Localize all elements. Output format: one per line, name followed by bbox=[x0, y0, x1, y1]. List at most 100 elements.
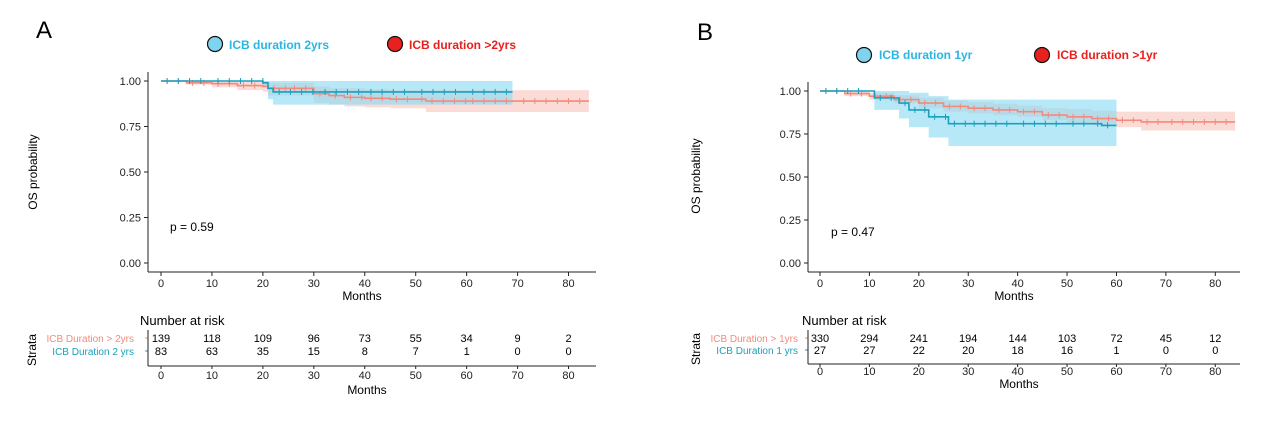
survival-curve-0 bbox=[161, 80, 589, 102]
risk-table-title: Number at risk bbox=[140, 313, 225, 328]
risk-count: 330 bbox=[811, 333, 829, 345]
legend-marker-1 bbox=[386, 35, 404, 53]
y-tick-label: 1.00 bbox=[120, 76, 141, 88]
risk-table-title: Number at risk bbox=[802, 313, 887, 328]
risk-count: 294 bbox=[860, 333, 878, 345]
risk-count: 7 bbox=[413, 346, 419, 358]
risk-x-tick-label: 10 bbox=[206, 370, 218, 382]
risk-count: 1 bbox=[1113, 345, 1119, 357]
x-tick-label: 80 bbox=[1209, 278, 1221, 290]
risk-x-tick-label: 20 bbox=[257, 370, 269, 382]
x-tick-label: 70 bbox=[511, 278, 523, 290]
y-tick-label: 0.75 bbox=[120, 122, 141, 134]
risk-count: 22 bbox=[913, 345, 925, 357]
risk-count: 0 bbox=[565, 346, 571, 358]
risk-count: 15 bbox=[308, 346, 320, 358]
x-tick-label: 50 bbox=[1061, 278, 1073, 290]
y-tick-label: 0.25 bbox=[780, 215, 801, 227]
x-tick-label: 40 bbox=[1012, 278, 1024, 290]
legend-marker-0 bbox=[855, 46, 873, 64]
p-value: p = 0.47 bbox=[831, 225, 875, 239]
risk-count: 103 bbox=[1058, 333, 1076, 345]
risk-x-tick-label: 40 bbox=[1012, 366, 1024, 378]
risk-count: 139 bbox=[152, 333, 170, 345]
risk-count: 20 bbox=[962, 345, 974, 357]
risk-count: 63 bbox=[206, 346, 218, 358]
y-tick-label: 1.00 bbox=[780, 86, 801, 98]
risk-count: 83 bbox=[155, 346, 167, 358]
risk-count: 96 bbox=[308, 333, 320, 345]
y-tick-label: 0.00 bbox=[780, 258, 801, 270]
legend-label-0: ICB duration 2yrs bbox=[229, 38, 329, 52]
risk-x-tick-label: 60 bbox=[1110, 366, 1122, 378]
legend-label-1: ICB duration >1yr bbox=[1057, 48, 1158, 62]
risk-count: 55 bbox=[410, 333, 422, 345]
risk-count: 194 bbox=[959, 333, 977, 345]
x-tick-label: 50 bbox=[410, 278, 422, 290]
risk-x-tick-label: 70 bbox=[1160, 366, 1172, 378]
survival-curve-1 bbox=[820, 90, 1117, 127]
risk-x-tick-label: 0 bbox=[158, 370, 164, 382]
risk-count: 73 bbox=[359, 333, 371, 345]
risk-x-tick-label: 50 bbox=[410, 370, 422, 382]
risk-count: 12 bbox=[1209, 333, 1221, 345]
risk-count: 0 bbox=[1212, 345, 1218, 357]
y-tick-label: 0.50 bbox=[780, 172, 801, 184]
y-tick-label: 0.25 bbox=[120, 213, 141, 225]
risk-x-tick-label: 80 bbox=[1209, 366, 1221, 378]
risk-x-tick-label: 70 bbox=[511, 370, 523, 382]
risk-count: 45 bbox=[1160, 333, 1172, 345]
risk-count: 2 bbox=[565, 333, 571, 345]
legend-marker-1 bbox=[1033, 46, 1051, 64]
risk-count: 16 bbox=[1061, 345, 1073, 357]
risk-count: 144 bbox=[1008, 333, 1026, 345]
y-axis-title: OS probability bbox=[689, 138, 703, 213]
risk-count: 241 bbox=[910, 333, 928, 345]
panel-letter: A bbox=[36, 17, 52, 44]
risk-x-tick-label: 0 bbox=[817, 366, 823, 378]
risk-count: 18 bbox=[1012, 345, 1024, 357]
y-axis-title: OS probability bbox=[26, 134, 40, 209]
risk-count: 0 bbox=[515, 346, 521, 358]
risk-x-axis-title: Months bbox=[999, 377, 1038, 391]
risk-count: 109 bbox=[254, 333, 272, 345]
legend-label-1: ICB duration >2yrs bbox=[409, 38, 516, 52]
risk-row-label: ICB Duration > 2yrs bbox=[46, 334, 134, 345]
risk-row-label: ICB Duration 2 yrs bbox=[52, 347, 134, 358]
legend-marker-0 bbox=[206, 35, 224, 53]
x-axis-title: Months bbox=[342, 289, 381, 303]
risk-x-tick-label: 30 bbox=[308, 370, 320, 382]
risk-x-tick-label: 60 bbox=[461, 370, 473, 382]
risk-count: 9 bbox=[515, 333, 521, 345]
risk-row-label: ICB Duration > 1yrs bbox=[710, 334, 798, 345]
risk-count: 27 bbox=[863, 345, 875, 357]
risk-x-tick-label: 50 bbox=[1061, 366, 1073, 378]
risk-x-tick-label: 40 bbox=[359, 370, 371, 382]
strata-label: Strata bbox=[25, 334, 39, 366]
risk-row-label: ICB Duration 1 yrs bbox=[716, 346, 798, 357]
x-tick-label: 10 bbox=[863, 278, 875, 290]
x-tick-label: 30 bbox=[308, 278, 320, 290]
p-value: p = 0.59 bbox=[170, 220, 214, 234]
x-tick-label: 20 bbox=[257, 278, 269, 290]
risk-x-tick-label: 30 bbox=[962, 366, 974, 378]
y-tick-label: 0.00 bbox=[120, 258, 141, 270]
x-tick-label: 40 bbox=[359, 278, 371, 290]
x-tick-label: 60 bbox=[1110, 278, 1122, 290]
risk-x-tick-label: 80 bbox=[562, 370, 574, 382]
risk-count: 0 bbox=[1163, 345, 1169, 357]
risk-count: 35 bbox=[257, 346, 269, 358]
risk-count: 8 bbox=[362, 346, 368, 358]
risk-x-tick-label: 20 bbox=[913, 366, 925, 378]
x-tick-label: 10 bbox=[206, 278, 218, 290]
risk-count: 1 bbox=[464, 346, 470, 358]
x-axis-title: Months bbox=[994, 289, 1033, 303]
x-tick-label: 0 bbox=[817, 278, 823, 290]
risk-x-tick-label: 10 bbox=[863, 366, 875, 378]
x-tick-label: 0 bbox=[158, 278, 164, 290]
risk-count: 34 bbox=[461, 333, 473, 345]
x-tick-label: 30 bbox=[962, 278, 974, 290]
x-tick-label: 80 bbox=[562, 278, 574, 290]
risk-count: 118 bbox=[203, 333, 221, 345]
